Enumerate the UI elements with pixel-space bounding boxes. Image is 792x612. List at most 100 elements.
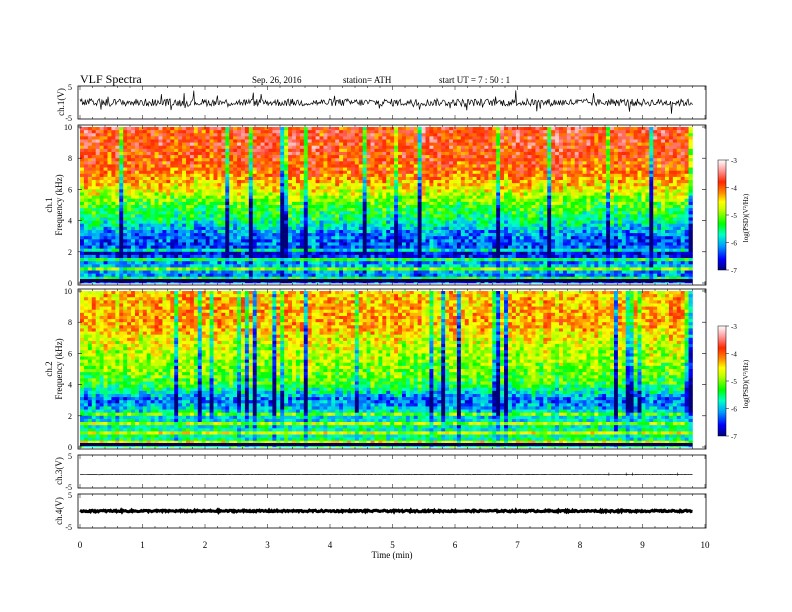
spectrogram-cell — [229, 167, 234, 171]
spectrogram-cell — [559, 223, 564, 228]
spectrogram-cell — [280, 223, 285, 228]
spectrogram-cell — [237, 127, 242, 131]
spectrogram-cell — [315, 167, 320, 171]
spectrogram-cell — [551, 205, 556, 209]
spectrogram-cell — [680, 220, 685, 225]
spectrogram-cell — [284, 205, 289, 209]
spectrogram-cell — [429, 198, 434, 203]
spectrogram-cell — [205, 167, 210, 171]
spectrogram-cell — [394, 189, 399, 193]
spectrogram-cell — [134, 186, 140, 190]
spectrogram-cell — [680, 139, 685, 143]
spectrogram-cell — [343, 192, 348, 196]
spectrogram-cell — [598, 176, 603, 181]
spectrogram-cell — [472, 142, 477, 147]
spectrogram-cell — [95, 161, 100, 165]
spectrogram-cell — [394, 161, 399, 165]
spectrogram-cell — [527, 180, 532, 184]
spectrogram-cell — [629, 180, 634, 184]
spectrogram-cell — [111, 183, 116, 187]
spectrogram-cell — [464, 189, 470, 193]
spectrogram-cell — [649, 176, 654, 181]
spectrogram-cell — [150, 208, 155, 212]
spectrogram-cell — [421, 217, 426, 221]
spectrogram-cell — [441, 167, 446, 171]
spectrogram-cell — [382, 170, 387, 175]
spectrogram-cell — [515, 211, 521, 215]
spectrogram-cell — [350, 148, 356, 153]
spectrogram-cell — [657, 167, 662, 171]
spectrogram-cell — [91, 214, 97, 218]
spectrogram-cell — [574, 167, 579, 171]
spectrogram-cell — [606, 127, 611, 131]
spectrogram-cell — [378, 133, 383, 137]
spectrogram-cell — [468, 220, 473, 225]
spectrogram-cell — [413, 176, 418, 181]
spectrogram-cell — [672, 136, 678, 140]
spectrogram-cell — [390, 173, 395, 178]
spectrogram-cell — [350, 139, 356, 143]
spectrogram-cell — [437, 198, 442, 203]
spectrogram-cell — [515, 186, 521, 190]
spectrogram-cell — [91, 183, 97, 187]
spectrogram-cell — [519, 127, 524, 131]
spectrogram-cell — [437, 158, 442, 162]
spectrogram-cell — [264, 173, 269, 178]
spectrogram-cell — [515, 170, 521, 175]
spectrogram-cell — [413, 198, 418, 203]
spectrogram-cell — [134, 142, 140, 147]
spectrogram-cell — [346, 201, 352, 206]
spectrogram-cell — [657, 186, 662, 190]
spectrogram-cell — [201, 127, 206, 131]
spectrogram-cell — [182, 192, 187, 196]
spectrogram-cell — [299, 214, 305, 218]
spectrogram-cell — [358, 133, 363, 137]
spectrogram-cell — [362, 133, 367, 137]
spectrogram-cell — [625, 139, 630, 143]
spectrogram-cell — [484, 136, 489, 140]
spectrogram-cell — [292, 151, 297, 156]
spectrogram-cell — [555, 198, 560, 203]
spectrogram-cell — [613, 201, 619, 206]
spectrogram-cell — [551, 139, 556, 143]
spectrogram-cell — [346, 133, 352, 137]
spectrogram-cell — [366, 167, 371, 171]
spectrogram-cell — [370, 217, 375, 221]
spectrogram-cell — [417, 145, 422, 150]
spectrogram-cell — [531, 189, 536, 193]
spectrogram-cell — [405, 158, 411, 162]
spectrogram-cell — [233, 139, 238, 143]
spectrogram-cell — [633, 136, 638, 140]
spectrogram-cell — [590, 211, 595, 215]
spectrogram-cell — [221, 164, 226, 168]
spectrogram-cell — [311, 145, 316, 150]
spectrogram-cell — [480, 214, 485, 218]
spectrogram-cell — [244, 183, 250, 187]
spectrogram-cell — [378, 158, 383, 162]
spectrogram-cell — [115, 192, 120, 196]
spectrogram-cell — [288, 223, 293, 228]
spectrogram-cell — [668, 130, 674, 134]
spectrogram-cell — [680, 180, 685, 184]
spectrogram-cell — [641, 201, 646, 206]
spectrogram-cell — [496, 136, 501, 140]
spectrogram-cell — [456, 142, 462, 147]
spectrogram-cell — [280, 167, 285, 171]
spectrogram-cell — [551, 176, 556, 181]
spectrogram-cell — [449, 173, 454, 178]
spectrogram-cell — [417, 195, 422, 200]
spectrogram-cell — [288, 189, 293, 193]
spectrogram-cell — [260, 176, 265, 181]
spectrogram-cell — [240, 180, 246, 184]
spectrogram-cell — [394, 158, 399, 162]
spectrogram-cell — [562, 217, 568, 221]
spectrogram-cell — [476, 139, 481, 143]
spectrogram-cell — [488, 214, 493, 218]
spectrogram-cell — [562, 214, 568, 218]
spectrogram-cell — [166, 127, 171, 131]
spectrogram-cell — [225, 220, 230, 225]
spectrogram-cell — [653, 148, 658, 153]
spectrogram-cell — [413, 211, 418, 215]
spectrogram-cell — [507, 214, 513, 218]
spectrogram-cell — [178, 214, 183, 218]
